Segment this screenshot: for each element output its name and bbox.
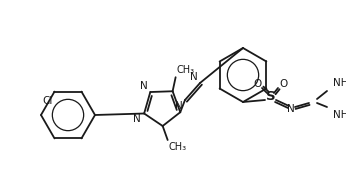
Text: O: O [279, 79, 287, 89]
Text: N: N [175, 101, 183, 111]
Text: S: S [266, 91, 276, 103]
Text: N: N [134, 115, 141, 124]
Text: N: N [139, 81, 147, 91]
Text: N: N [287, 104, 295, 114]
Text: Cl: Cl [42, 96, 53, 106]
Text: NH₂: NH₂ [333, 78, 346, 88]
Text: CH₃: CH₃ [176, 65, 195, 75]
Text: O: O [253, 79, 261, 89]
Text: N: N [190, 72, 198, 82]
Text: NH₂: NH₂ [333, 110, 346, 120]
Text: CH₃: CH₃ [169, 142, 187, 152]
